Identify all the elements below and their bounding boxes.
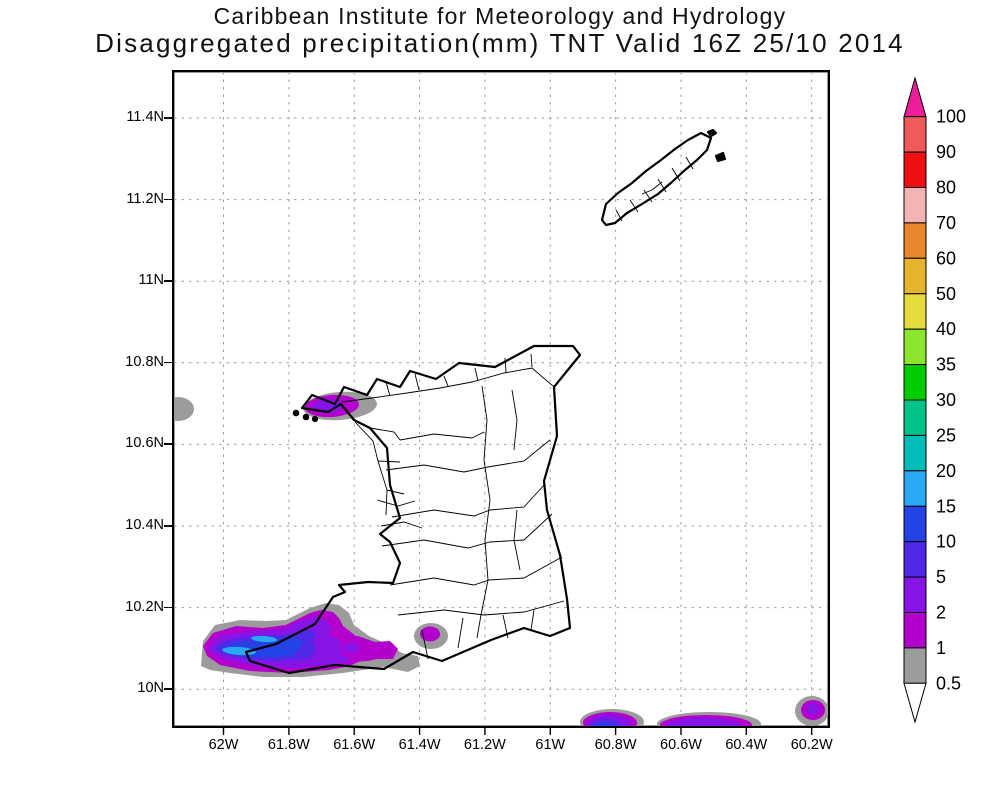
colorbar-label: 0.5 xyxy=(936,673,961,693)
colorbar-band-20-25 xyxy=(903,434,927,472)
bocas-islet-2 xyxy=(302,413,310,421)
precip-shading xyxy=(174,391,828,726)
precip-moruga-1mm xyxy=(420,626,440,642)
y-tick xyxy=(164,606,172,609)
x-axis-label: 60.2W xyxy=(790,737,833,753)
st-giles-islet xyxy=(706,128,718,138)
colorbar-band-50-60 xyxy=(903,257,927,295)
colorbar: 100 90 80 70 60 50 40 35 30 25 20 15 10 … xyxy=(903,76,966,724)
x-axis-label: 61.6W xyxy=(333,737,376,753)
y-axis-label: 11.4N xyxy=(126,109,164,125)
map-frame xyxy=(172,70,830,728)
y-axis-label: 10.8N xyxy=(125,353,164,370)
y-tick xyxy=(164,280,172,282)
little-tobago-islet xyxy=(714,151,727,163)
colorbar-label: 60 xyxy=(936,248,956,268)
colorbar-label: 15 xyxy=(936,496,956,516)
colorbar-label: 80 xyxy=(936,178,956,198)
colorbar-band-60-70 xyxy=(903,222,927,259)
colorbar-band-35-40 xyxy=(903,328,927,366)
y-tick xyxy=(164,198,172,201)
colorbar-label: 25 xyxy=(936,425,956,445)
y-axis-label: 11N xyxy=(138,272,164,289)
colorbar-label: 2 xyxy=(936,603,946,623)
colorbar-label: 30 xyxy=(936,390,956,410)
precip-map xyxy=(172,70,830,735)
colorbar-label: 10 xyxy=(936,532,956,552)
precip-south-coast-2mm xyxy=(343,643,359,653)
colorbar-arrow-over-100 xyxy=(903,76,927,118)
colorbar-band-30-35 xyxy=(903,364,927,401)
precip-west-edge-gray xyxy=(174,397,194,421)
y-tick xyxy=(164,443,172,445)
colorbar-band-90-100 xyxy=(903,116,927,153)
colorbar-band-40-50 xyxy=(903,293,927,330)
y-tick xyxy=(164,361,172,364)
colorbar-band-05-1 xyxy=(903,647,927,684)
plot-title-institution: Caribbean Institute for Meteorology and … xyxy=(213,3,787,29)
precip-sw-15mm-streak2 xyxy=(251,635,277,643)
x-axis-label: 60.6W xyxy=(660,737,702,753)
x-axis-label: 61.8W xyxy=(267,737,310,753)
x-axis-label: 61.4W xyxy=(398,737,441,753)
colorbar-label: 20 xyxy=(936,461,956,481)
precip-south-coast-1mm xyxy=(340,636,398,662)
precip-botB-2mm xyxy=(665,718,741,726)
y-axis-label: 10N xyxy=(137,680,164,697)
y-tick xyxy=(164,688,172,690)
colorbar-band-1-2 xyxy=(903,612,927,649)
colorbar-label: 40 xyxy=(936,319,956,339)
colorbar-band-80-90 xyxy=(903,151,927,188)
x-axis-ticks xyxy=(222,728,813,735)
colorbar-label: 50 xyxy=(936,284,956,304)
y-axis-label: 11.2N xyxy=(126,190,164,207)
colorbar-band-70-80 xyxy=(903,187,927,224)
x-axis-label: 62W xyxy=(208,737,239,753)
bocas-islet-3 xyxy=(311,415,319,423)
colorbar-band-10-15 xyxy=(903,505,927,543)
y-axis-label: 10.2N xyxy=(125,598,164,615)
x-axis-label: 61.2W xyxy=(463,737,506,753)
trinidad-coastline xyxy=(244,344,582,675)
x-axis-label: 61W xyxy=(535,737,566,753)
colorbar-label: 100 xyxy=(936,107,966,127)
y-tick xyxy=(164,117,172,119)
x-axis-label: 60.4W xyxy=(725,737,768,753)
colorbar-arrow-under-05 xyxy=(903,682,927,724)
colorbar-label: 35 xyxy=(936,355,956,375)
colorbar-label: 5 xyxy=(936,567,946,587)
colorbar-label: 90 xyxy=(936,142,956,162)
tobago-coastline xyxy=(600,131,713,227)
internal-boundaries xyxy=(341,156,694,660)
bocas-islet-1 xyxy=(292,409,300,417)
colorbar-band-25-30 xyxy=(903,399,927,436)
colorbar-band-2-5 xyxy=(903,576,927,614)
colorbar-band-15-20 xyxy=(903,470,927,507)
x-axis-label: 60.8W xyxy=(594,737,637,753)
y-tick xyxy=(164,525,172,527)
colorbar-label: 70 xyxy=(936,213,956,233)
y-axis-label: 10.4N xyxy=(125,517,164,533)
colorbar-band-5-10 xyxy=(903,541,927,578)
precip-botC-2mm xyxy=(807,703,819,715)
colorbar-label: 1 xyxy=(936,638,946,658)
plot-title-field: Disaggregated precipitation(mm) TNT Vali… xyxy=(95,28,905,58)
y-axis-label: 10.6N xyxy=(125,435,164,452)
precip-botA-10mm xyxy=(595,723,615,726)
